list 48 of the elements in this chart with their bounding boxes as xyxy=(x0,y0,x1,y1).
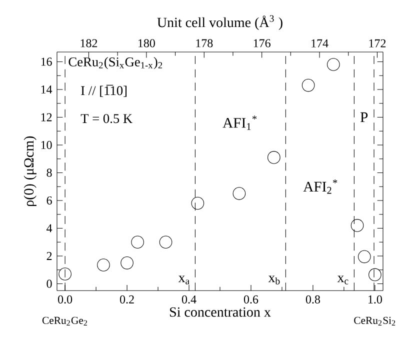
point xyxy=(97,258,110,272)
point xyxy=(120,256,134,270)
annotation: AFI$_{2}$* xyxy=(303,180,338,194)
point xyxy=(131,236,144,248)
x-tick-label: 0.6 xyxy=(244,295,258,304)
x2-tick-label: 180 xyxy=(138,39,155,48)
point xyxy=(327,58,340,71)
annotation: P xyxy=(360,112,368,122)
ref-line-label: x$_{a}$ xyxy=(178,276,190,284)
x-tick-label: 0.4 xyxy=(182,295,196,304)
x-axis-title: Si concentration x xyxy=(170,307,271,317)
x2-tick-label: 174 xyxy=(312,39,328,48)
y-tick-label: 14 xyxy=(41,86,52,94)
y-tick-label: 6 xyxy=(46,196,52,205)
point xyxy=(358,250,371,264)
point xyxy=(232,187,246,200)
point xyxy=(159,236,172,248)
y-tick-label: 16 xyxy=(41,58,52,66)
y-tick-label: 4 xyxy=(46,224,52,232)
x2-tick-label: 182 xyxy=(80,39,98,48)
ref-line-label: x$_{b}$ xyxy=(268,276,280,284)
annotation: I // [1̅10] xyxy=(81,84,127,97)
ref-line-label: x$_{c}$ xyxy=(337,276,348,284)
annotation: CeRu$_{2}$(Si$_{x}$Ge$_{1-x}$)$_{2}$ xyxy=(68,57,162,70)
point xyxy=(302,78,315,92)
y-tick-label: 12 xyxy=(41,113,52,122)
point xyxy=(58,268,72,280)
point xyxy=(268,151,280,164)
x-tick-label: 0.8 xyxy=(306,295,320,304)
text: CeRu$_{2}$Si$_{2}$ xyxy=(354,316,396,326)
y-tick-label: 0 xyxy=(46,280,52,288)
text: CeRu$_{2}$Ge$_{2}$ xyxy=(42,316,87,326)
x2-tick-label: 178 xyxy=(196,39,213,48)
point xyxy=(350,219,364,232)
point xyxy=(191,196,204,210)
y-tick-label: 8 xyxy=(46,168,52,177)
x2-tick-label: 172 xyxy=(369,39,386,48)
y-axis-title: ρ(0) (μΩcm) xyxy=(24,136,36,206)
point xyxy=(368,268,382,282)
y-tick-label: 2 xyxy=(46,252,52,260)
x2-axis-title: Unit cell volume (Å$^{3}$ ) xyxy=(157,15,282,30)
x2-tick-label: 176 xyxy=(254,39,270,48)
y-tick-label: 10 xyxy=(41,140,52,150)
x-tick-label: 0.0 xyxy=(58,295,72,304)
annotation: T = 0.5 K xyxy=(80,114,132,124)
x-tick-label: 0.2 xyxy=(120,295,134,304)
x-tick-label: 1.0 xyxy=(368,295,382,304)
annotation: AFI$_{1}$* xyxy=(222,116,257,130)
